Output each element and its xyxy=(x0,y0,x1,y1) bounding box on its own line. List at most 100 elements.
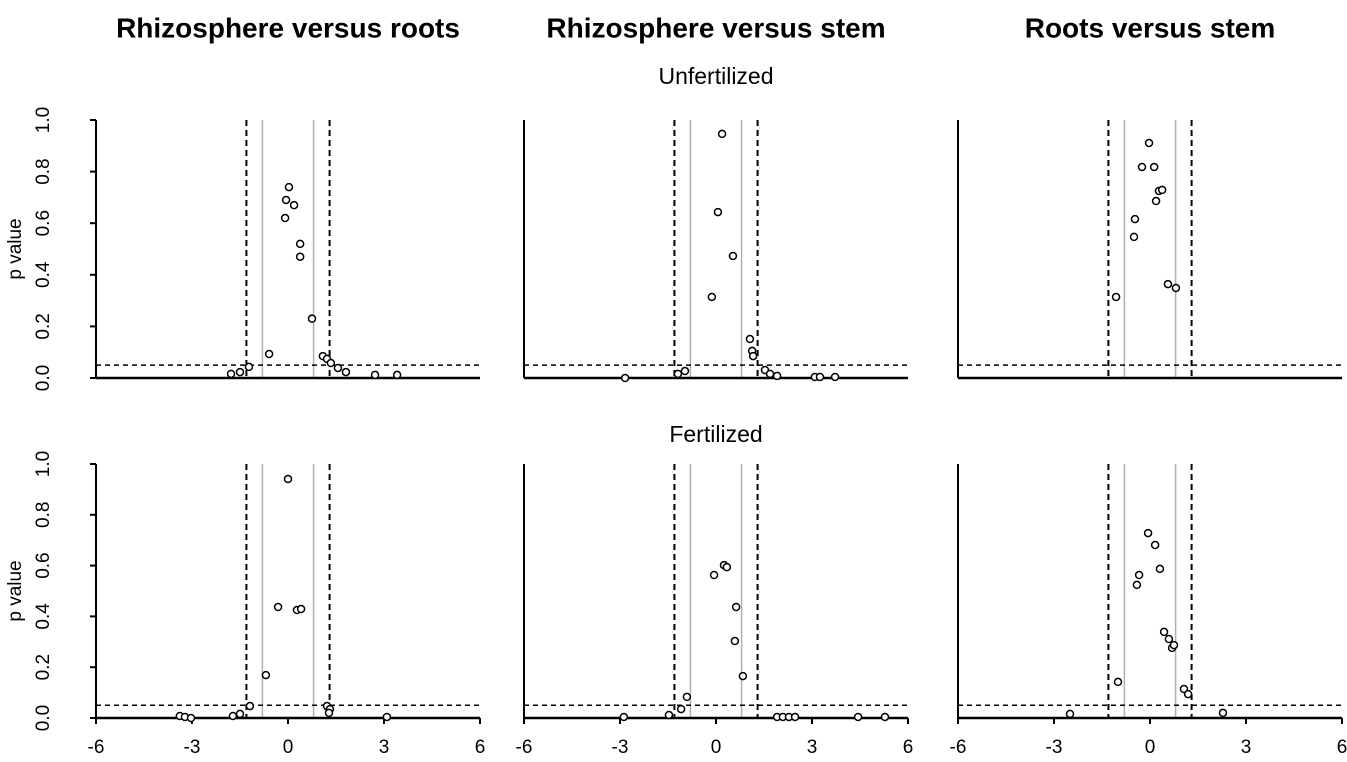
point xyxy=(1150,540,1160,550)
y-tick-label: 0.4 xyxy=(33,603,54,630)
x-tick-label: 3 xyxy=(1241,737,1252,758)
point xyxy=(307,314,317,323)
x-tick-label: -3 xyxy=(184,737,201,758)
point xyxy=(853,712,863,722)
point xyxy=(673,369,683,379)
point xyxy=(1163,279,1173,289)
x-tick-label: -3 xyxy=(612,737,629,758)
point xyxy=(1143,528,1153,538)
x-tick-label: 0 xyxy=(283,737,294,758)
y-tick-label: 0.6 xyxy=(33,210,54,236)
point xyxy=(620,373,630,383)
x-tick-label: -6 xyxy=(88,737,105,758)
point xyxy=(333,363,343,373)
y-tick-label: 0.6 xyxy=(33,552,54,578)
point xyxy=(244,362,254,372)
point xyxy=(676,704,686,714)
y-axis-label: p value xyxy=(5,218,26,279)
point xyxy=(1137,162,1147,172)
point xyxy=(682,692,692,702)
column-title: Rhizosphere versus roots xyxy=(116,12,460,43)
point xyxy=(1132,580,1142,590)
point xyxy=(289,200,299,210)
point xyxy=(295,239,305,249)
point xyxy=(281,195,291,205)
y-tick-label: 1.0 xyxy=(33,451,54,477)
point xyxy=(1155,564,1165,574)
point xyxy=(226,369,236,379)
point xyxy=(261,670,271,680)
point xyxy=(765,369,775,379)
x-tick-label: 3 xyxy=(379,737,390,758)
x-tick-label: -6 xyxy=(950,737,967,758)
point xyxy=(772,371,782,381)
point xyxy=(1159,627,1169,637)
y-tick-label: 0.0 xyxy=(33,705,54,731)
y-tick-label: 1.0 xyxy=(33,107,54,133)
point xyxy=(296,604,306,614)
point xyxy=(382,712,392,722)
point xyxy=(245,701,255,711)
point xyxy=(722,562,732,572)
point xyxy=(1151,196,1161,206)
point xyxy=(1164,634,1174,644)
point xyxy=(738,671,748,681)
x-tick-label: -3 xyxy=(1046,737,1063,758)
point xyxy=(880,712,890,722)
point xyxy=(1144,138,1154,148)
point xyxy=(264,349,274,359)
point xyxy=(284,182,294,192)
point xyxy=(186,713,196,723)
y-tick-label: 0.8 xyxy=(33,502,54,528)
point xyxy=(728,251,738,261)
point xyxy=(815,372,825,382)
point xyxy=(1134,570,1144,580)
point xyxy=(283,474,293,484)
point xyxy=(748,351,758,361)
point xyxy=(1065,709,1075,719)
x-tick-label: 3 xyxy=(807,737,818,758)
point xyxy=(341,367,351,377)
point xyxy=(619,712,629,722)
y-tick-label: 0.4 xyxy=(33,261,54,288)
point xyxy=(324,708,334,718)
point xyxy=(280,213,290,223)
point xyxy=(1183,689,1193,699)
point xyxy=(273,602,283,612)
point xyxy=(731,602,741,612)
column-title: Roots versus stem xyxy=(1025,12,1276,43)
point xyxy=(235,709,245,719)
point xyxy=(1157,185,1167,195)
point xyxy=(730,636,740,646)
point xyxy=(707,292,717,302)
point xyxy=(709,570,719,580)
point xyxy=(713,207,723,217)
point xyxy=(1129,232,1139,242)
point xyxy=(1171,283,1181,293)
point xyxy=(830,372,840,382)
point xyxy=(235,367,245,377)
point xyxy=(1130,214,1140,224)
y-tick-label: 0.2 xyxy=(33,654,54,680)
point xyxy=(664,710,674,720)
y-tick-label: 0.0 xyxy=(33,365,54,391)
point xyxy=(745,334,755,344)
x-tick-label: 6 xyxy=(1337,737,1347,758)
x-tick-label: 6 xyxy=(475,737,486,758)
point xyxy=(1149,162,1159,172)
point xyxy=(1113,677,1123,687)
row-title: Unfertilized xyxy=(658,63,773,89)
x-tick-label: -6 xyxy=(516,737,533,758)
point xyxy=(717,129,727,139)
row-title: Fertilized xyxy=(669,421,762,447)
x-tick-label: 0 xyxy=(1145,737,1156,758)
point xyxy=(370,370,380,380)
point xyxy=(790,712,800,722)
point xyxy=(392,370,402,380)
x-tick-label: 0 xyxy=(711,737,722,758)
point xyxy=(228,711,238,721)
y-tick-label: 0.2 xyxy=(33,313,54,339)
point xyxy=(326,358,336,368)
